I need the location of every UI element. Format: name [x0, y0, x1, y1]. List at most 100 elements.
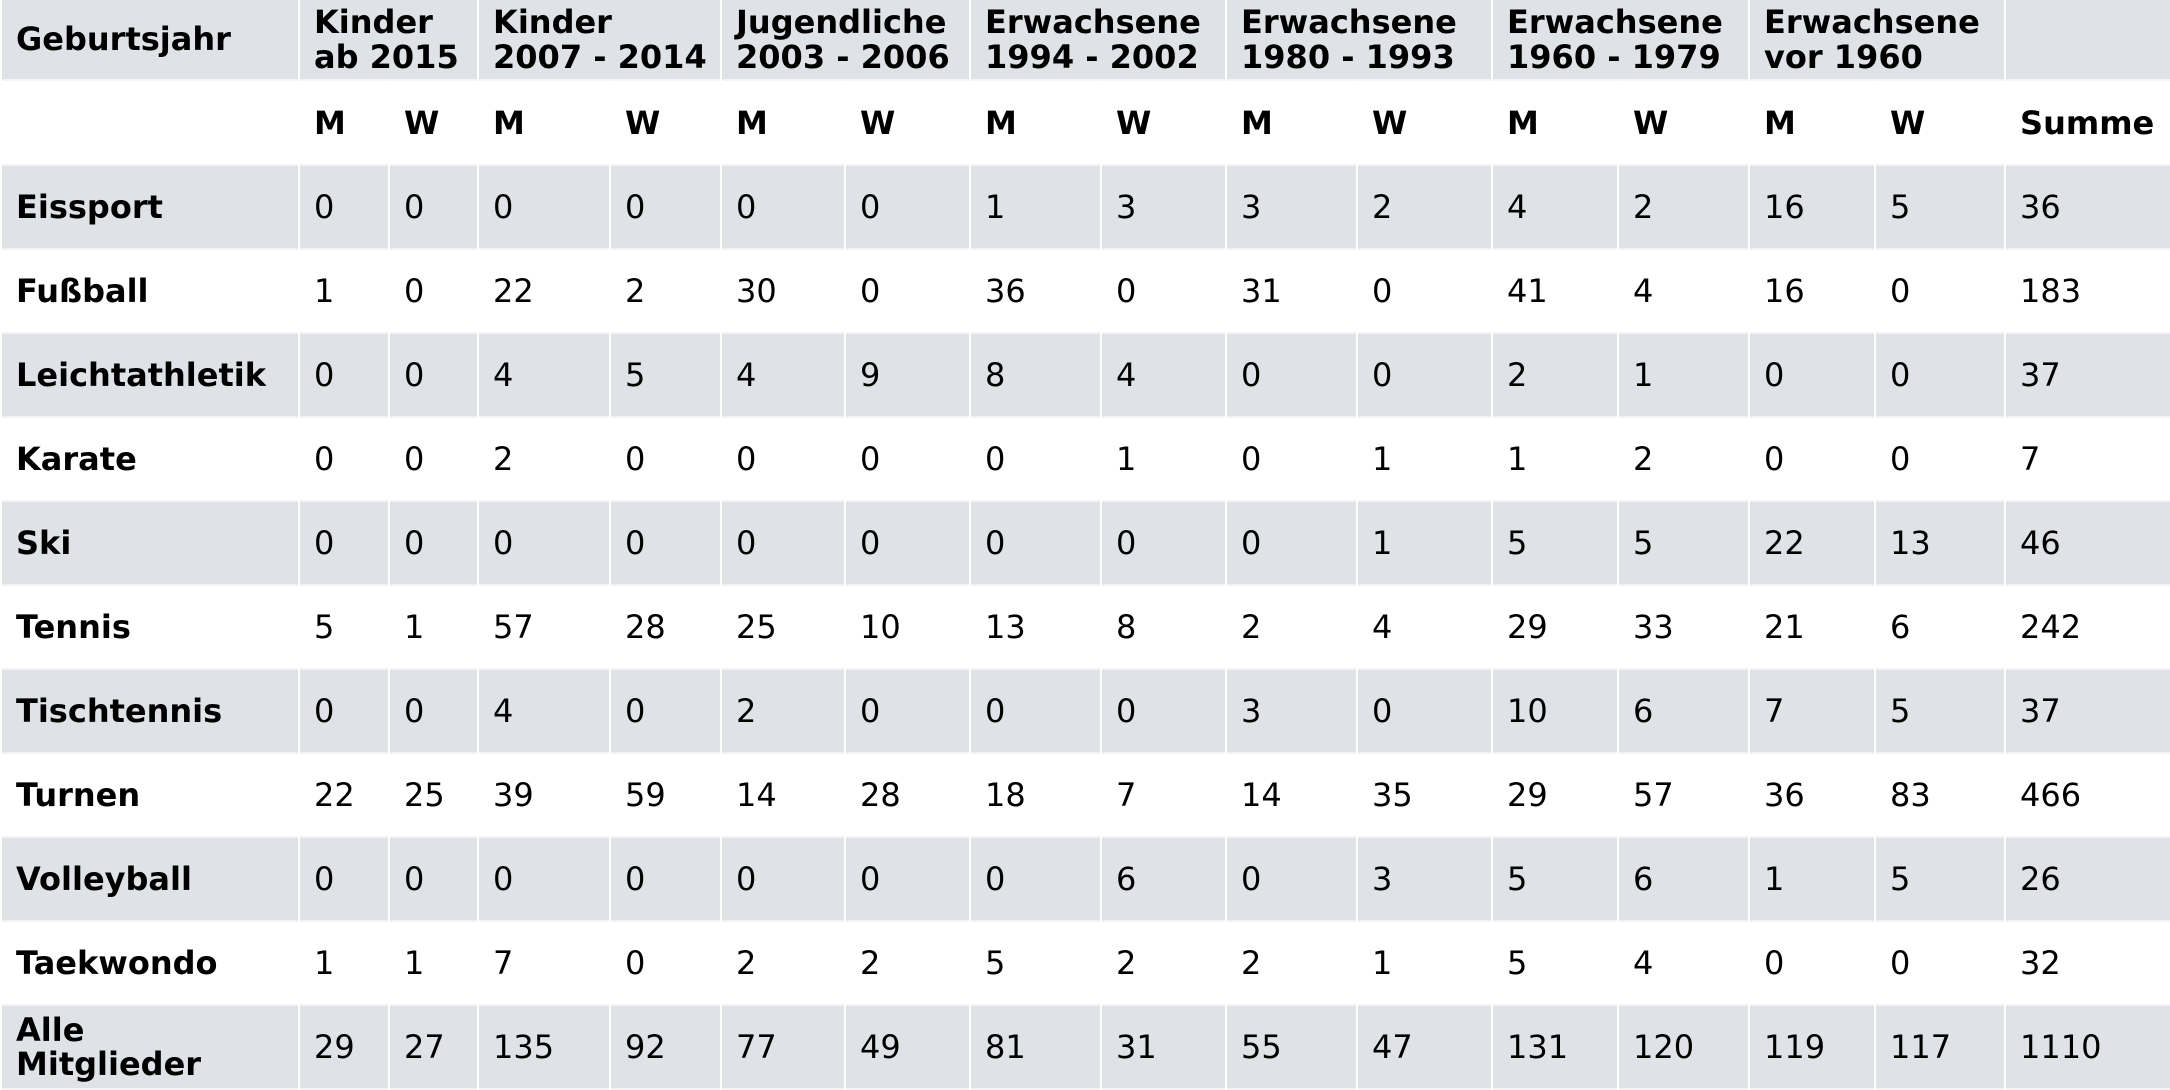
value-cell: 14 — [720, 753, 846, 837]
table-row: Taekwondo 1 1 7 0 2 2 5 2 2 1 5 4 0 0 32 — [0, 921, 2170, 1005]
male-header: M — [1225, 80, 1358, 165]
value-cell: 1 — [1356, 417, 1493, 501]
value-cell: 31 — [1225, 249, 1358, 333]
value-cell: 0 — [1356, 669, 1493, 753]
value-cell: 0 — [609, 837, 722, 921]
value-cell: 5 — [969, 921, 1102, 1005]
row-label: Karate — [0, 417, 299, 501]
row-label: Tischtennis — [0, 669, 299, 753]
value-cell: 0 — [1874, 921, 2006, 1005]
total-cell: 77 — [720, 1005, 846, 1089]
row-label: Turnen — [0, 753, 299, 837]
value-cell: 4 — [1491, 165, 1619, 249]
value-cell: 2 — [720, 921, 846, 1005]
value-cell: 41 — [1491, 249, 1619, 333]
total-cell: 31 — [1100, 1005, 1227, 1089]
value-cell: 8 — [969, 333, 1102, 417]
value-cell: 0 — [387, 249, 479, 333]
value-cell: 0 — [720, 417, 846, 501]
total-label-line: Alle — [16, 1011, 85, 1049]
male-header: M — [1748, 80, 1876, 165]
value-cell: 0 — [477, 501, 611, 585]
value-cell: 18 — [969, 753, 1102, 837]
group-title: Jugendliche — [736, 2, 947, 41]
value-cell: 22 — [1748, 501, 1876, 585]
value-cell: 2 — [1617, 417, 1750, 501]
grand-total-cell: 1110 — [2004, 1005, 2170, 1089]
total-cell: 55 — [1225, 1005, 1358, 1089]
value-cell: 2 — [1225, 921, 1358, 1005]
total-label-line: Mitglieder — [16, 1045, 202, 1083]
value-cell: 4 — [1356, 585, 1493, 669]
total-row: Alle Mitglieder 29 27 135 92 77 49 81 31 55 47 131 12… — [0, 1005, 2170, 1089]
male-header: M — [969, 80, 1102, 165]
empty-header — [0, 80, 299, 165]
value-cell: 0 — [1100, 249, 1227, 333]
value-cell: 0 — [844, 501, 971, 585]
value-cell: 1 — [298, 921, 389, 1005]
female-header: W — [1617, 80, 1750, 165]
row-label: Eissport — [0, 165, 299, 249]
group-years: 1980 - 1993 — [1241, 37, 1455, 76]
value-cell: 29 — [1491, 753, 1619, 837]
value-cell: 0 — [1100, 669, 1227, 753]
value-cell: 57 — [477, 585, 611, 669]
female-header: W — [609, 80, 722, 165]
value-cell: 0 — [1748, 921, 1876, 1005]
value-cell: 4 — [1100, 333, 1227, 417]
value-cell: 0 — [1748, 417, 1876, 501]
value-cell: 0 — [720, 837, 846, 921]
value-cell: 2 — [1617, 165, 1750, 249]
value-cell: 10 — [844, 585, 971, 669]
value-cell: 83 — [1874, 753, 2006, 837]
table-row: Fußball 1 0 22 2 30 0 36 0 31 0 41 4 16 0 183 — [0, 249, 2170, 333]
group-years: 1994 - 2002 — [985, 37, 1199, 76]
group-header: Erwachsene vor 1960 — [1748, 0, 2006, 80]
value-cell: 1 — [1356, 921, 1493, 1005]
group-title: Erwachsene — [1241, 2, 1457, 41]
value-cell: 0 — [969, 837, 1102, 921]
value-cell: 28 — [844, 753, 971, 837]
value-cell: 2 — [1491, 333, 1619, 417]
value-cell: 1 — [1100, 417, 1227, 501]
value-cell: 0 — [1748, 333, 1876, 417]
value-cell: 2 — [844, 921, 971, 1005]
total-label: Alle Mitglieder — [0, 1005, 299, 1089]
corner-header: Geburtsjahr — [0, 0, 299, 80]
female-header: W — [387, 80, 479, 165]
value-cell: 21 — [1748, 585, 1876, 669]
value-cell: 0 — [844, 669, 971, 753]
value-cell: 5 — [1874, 837, 2006, 921]
value-cell: 13 — [969, 585, 1102, 669]
value-cell: 0 — [609, 501, 722, 585]
value-cell: 1 — [969, 165, 1102, 249]
value-cell: 0 — [387, 165, 479, 249]
value-cell: 1 — [387, 585, 479, 669]
female-header: W — [1356, 80, 1493, 165]
total-cell: 27 — [387, 1005, 479, 1089]
value-cell: 0 — [1225, 837, 1358, 921]
value-cell: 25 — [720, 585, 846, 669]
value-cell: 36 — [969, 249, 1102, 333]
row-label: Leichtathletik — [0, 333, 299, 417]
value-cell: 0 — [1874, 249, 2006, 333]
male-header: M — [477, 80, 611, 165]
value-cell: 1 — [1748, 837, 1876, 921]
row-sum-cell: 242 — [2004, 585, 2170, 669]
value-cell: 0 — [298, 837, 389, 921]
value-cell: 16 — [1748, 165, 1876, 249]
value-cell: 5 — [1874, 669, 2006, 753]
header-row-gender: M W M W M W M W M W M W M W Summe — [0, 80, 2170, 165]
group-years: 2007 - 2014 — [493, 37, 707, 76]
group-header: Jugendliche 2003 - 2006 — [720, 0, 971, 80]
value-cell: 0 — [720, 165, 846, 249]
table-row: Turnen 22 25 39 59 14 28 18 7 14 35 29 57 36 83 466 — [0, 753, 2170, 837]
value-cell: 7 — [1748, 669, 1876, 753]
value-cell: 22 — [298, 753, 389, 837]
value-cell: 1 — [1617, 333, 1750, 417]
total-cell: 81 — [969, 1005, 1102, 1089]
group-header: Erwachsene 1960 - 1979 — [1491, 0, 1750, 80]
row-sum-cell: 37 — [2004, 669, 2170, 753]
value-cell: 0 — [1356, 333, 1493, 417]
